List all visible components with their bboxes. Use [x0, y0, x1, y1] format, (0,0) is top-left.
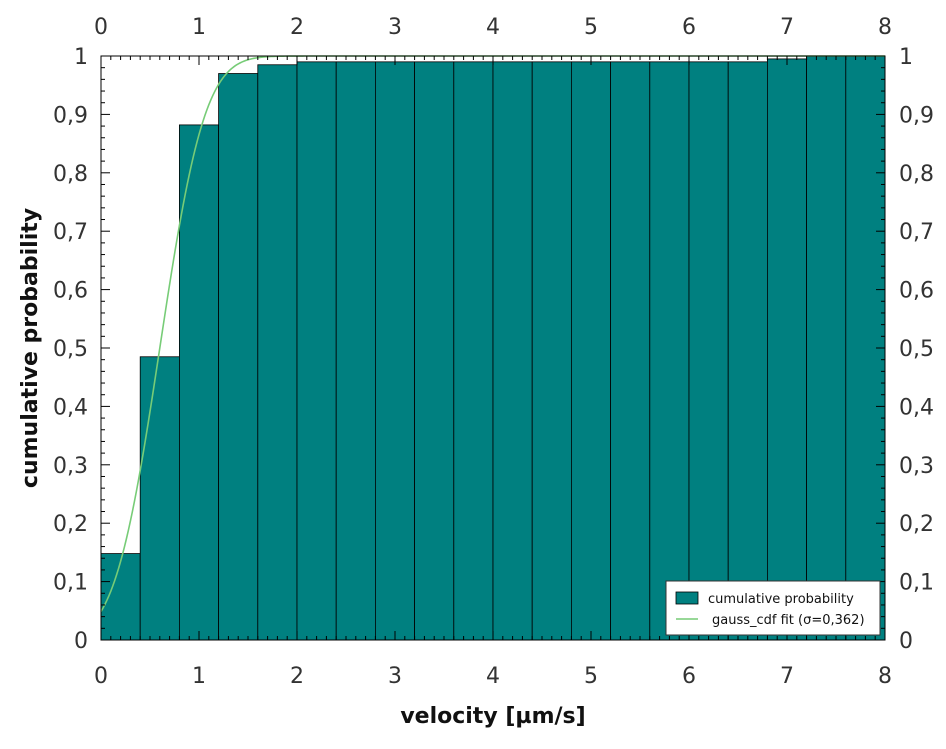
y-tick-label-left: 0,4	[53, 395, 88, 420]
histogram-bar	[727, 61, 768, 641]
y-tick-label-right: 0,1	[899, 571, 934, 596]
histogram-bar	[649, 61, 690, 641]
legend-swatch-cumulative-probability	[675, 591, 699, 605]
y-tick-label-left: 0,6	[53, 279, 88, 304]
histogram-bar	[571, 61, 612, 641]
y-tick-label-right: 0,9	[899, 103, 934, 128]
y-tick-label-right: 1	[899, 45, 913, 70]
histogram-bar	[139, 356, 180, 641]
y-tick-label-left: 0,3	[53, 454, 88, 479]
y-tick-label-right: 0,4	[899, 395, 934, 420]
y-tick-label-left: 0,7	[53, 220, 88, 245]
x-tick-label-top: 6	[682, 15, 696, 40]
y-tick-label-left: 0,2	[53, 512, 88, 537]
legend-label-gauss-cdf-fit: gauss_cdf fit (σ=0,362)	[712, 613, 865, 628]
y-tick-label-left: 0,9	[53, 103, 88, 128]
histogram-bar	[374, 61, 415, 641]
histogram-bar	[767, 58, 808, 641]
x-tick-label-top: 5	[584, 15, 598, 40]
histogram-bar	[218, 73, 259, 641]
histogram-bar	[492, 61, 533, 641]
axis-ticks	[100, 55, 886, 641]
x-tick-label-top: 8	[878, 15, 892, 40]
histogram-bar	[414, 61, 455, 641]
histogram-bar	[453, 61, 494, 641]
x-axis-title: velocity [µm/s]	[400, 704, 585, 729]
x-tick-label-bottom: 2	[290, 664, 304, 689]
histogram-bar	[531, 61, 572, 641]
x-tick-label-bottom: 3	[388, 664, 402, 689]
x-tick-label-bottom: 6	[682, 664, 696, 689]
x-tick-label-bottom: 4	[486, 664, 500, 689]
x-tick-label-bottom: 5	[584, 664, 598, 689]
y-tick-label-right: 0	[899, 629, 913, 654]
y-tick-label-left: 0	[74, 629, 88, 654]
y-tick-label-right: 0,2	[899, 512, 934, 537]
histogram-bar	[335, 61, 376, 641]
y-tick-label-left: 0,5	[53, 337, 88, 362]
histogram-bar	[610, 61, 651, 641]
x-tick-label-bottom: 0	[94, 664, 108, 689]
x-tick-label-bottom: 8	[878, 664, 892, 689]
y-tick-label-right: 0,5	[899, 337, 934, 362]
y-tick-label-right: 0,8	[899, 162, 934, 187]
histogram-bar	[688, 61, 729, 641]
y-tick-label-left: 1	[74, 45, 88, 70]
x-tick-label-bottom: 1	[192, 664, 206, 689]
x-tick-label-top: 4	[486, 15, 500, 40]
y-tick-label-left: 0,1	[53, 571, 88, 596]
y-tick-label-left: 0,8	[53, 162, 88, 187]
y-axis-title: cumulative probability	[18, 208, 43, 488]
histogram-bar	[178, 124, 219, 641]
histogram-bar	[100, 553, 141, 641]
histogram-bar	[806, 55, 847, 641]
histogram-bars	[100, 55, 886, 641]
histogram-bar	[257, 64, 298, 641]
y-tick-label-right: 0,7	[899, 220, 934, 245]
x-tick-label-top: 0	[94, 15, 108, 40]
y-tick-label-right: 0,3	[899, 454, 934, 479]
x-tick-label-top: 2	[290, 15, 304, 40]
y-tick-label-right: 0,6	[899, 279, 934, 304]
legend: cumulative probability gauss_cdf fit (σ=…	[665, 580, 881, 636]
x-tick-label-top: 1	[192, 15, 206, 40]
legend-box	[665, 580, 881, 636]
histogram-bar	[296, 61, 337, 641]
x-tick-label-top: 3	[388, 15, 402, 40]
legend-label-cumulative-probability: cumulative probability	[708, 592, 854, 607]
x-tick-label-bottom: 7	[780, 664, 794, 689]
x-tick-label-top: 7	[780, 15, 794, 40]
